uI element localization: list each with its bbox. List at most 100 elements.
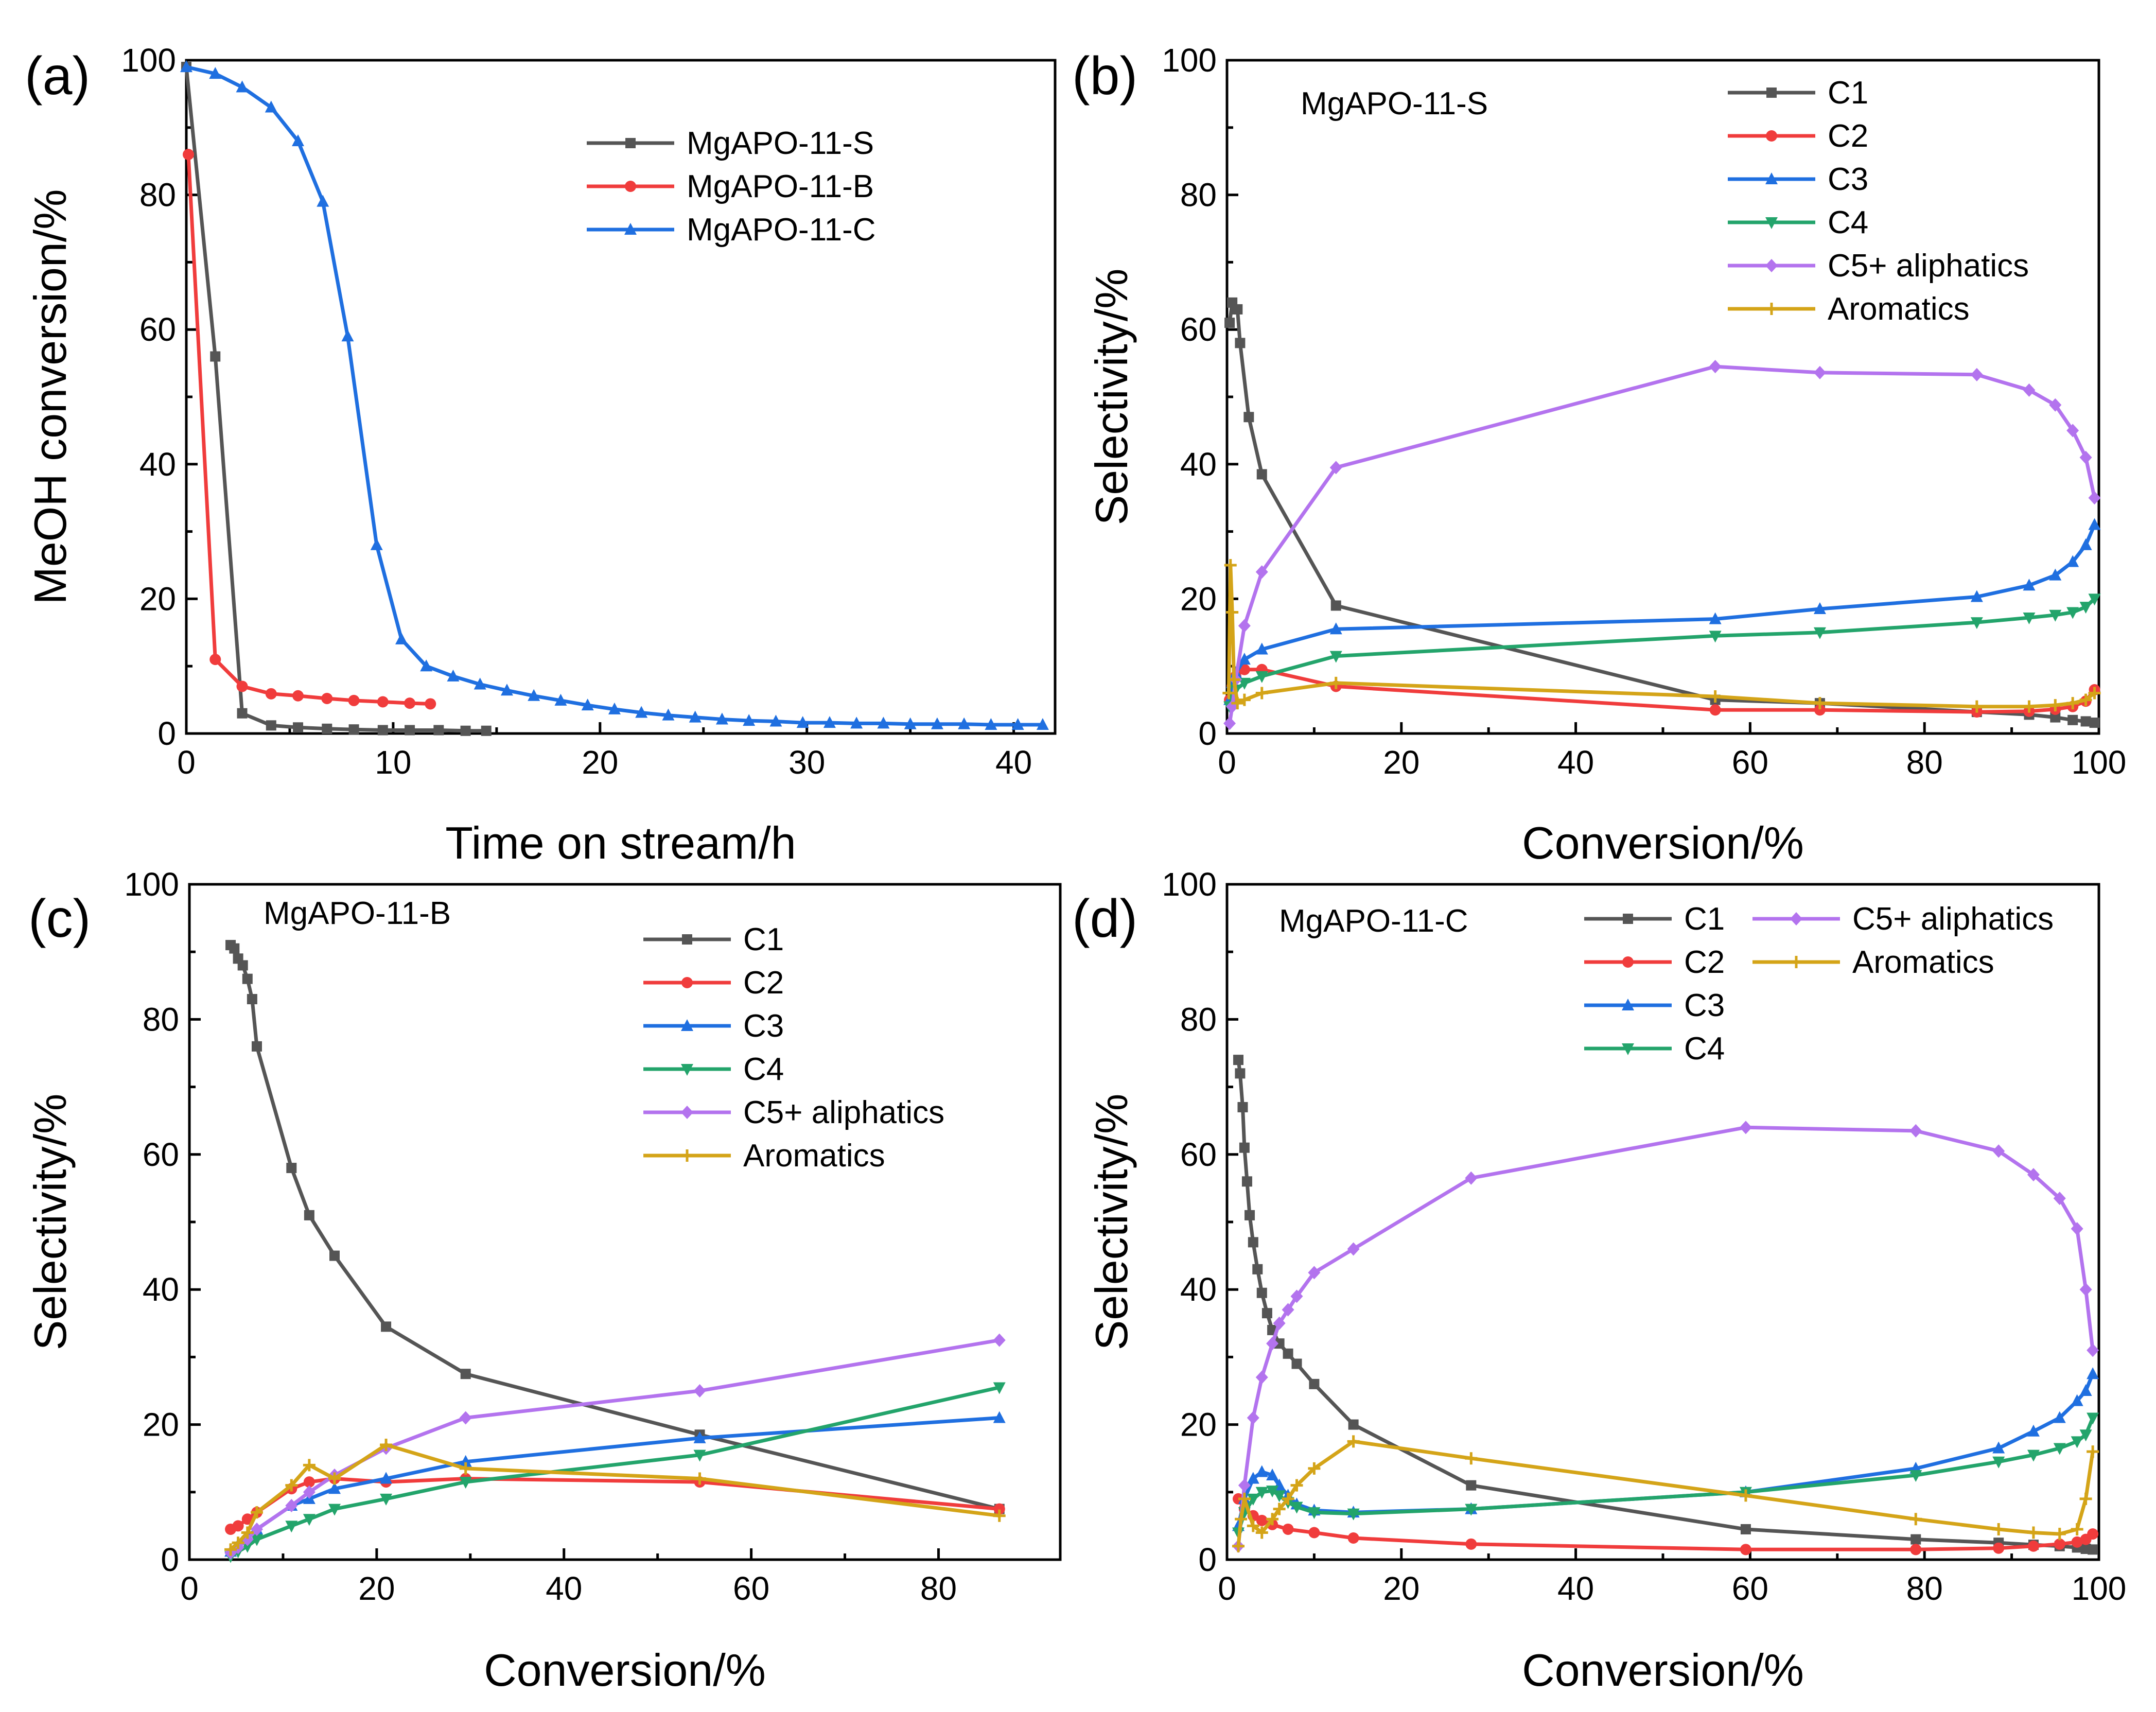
legend-marker [1765,259,1778,272]
series-c4-point [303,1514,315,1526]
series-aromatics-point [1709,690,1722,703]
x-tick-label: 20 [1383,1570,1419,1607]
series-mgapo-11-c-point [180,60,192,73]
legend-label: C3 [1828,162,1868,197]
x-tick-label: 10 [375,744,411,781]
series-mgapo-11-c-point [1011,718,1024,730]
legend-label: C1 [743,922,784,957]
series-c4-point [2071,1436,2083,1448]
legend-entry-c3: C3 [1728,162,1868,197]
legend-entry-c1: C1 [643,922,784,957]
series-aromatics-point [2071,1523,2083,1535]
series-mgapo-11-b-point [377,696,389,708]
series-c2-point [241,1513,253,1525]
series-mgapo-11-c [180,60,1049,730]
series-c4-point [1266,1486,1279,1498]
panel-b-y-axis-label: Selectivity/% [1086,269,1137,526]
legend-entry-c5-aliphatics: C5+ aliphatics [643,1095,944,1130]
x-tick-label: 20 [582,744,618,781]
series-aromatics-point [1235,1513,1248,1526]
series-mgapo-11-b-point [321,692,333,704]
series-c1-point [1252,1264,1263,1274]
series-mgapo-11-c-point [209,67,222,79]
legend-entry-c2: C2 [1584,945,1725,980]
legend-entry-mgapo-11-c: MgAPO-11-C [587,212,876,248]
series-c3-point [993,1411,1006,1423]
series-mgapo-11-c-point [850,717,863,729]
x-tick-label: 0 [1218,744,1236,781]
series-mgapo-11-s-point [481,725,492,736]
series-c4-point [328,1504,341,1516]
legend-label: Aromatics [743,1138,885,1174]
series-mgapo-11-b-point [183,149,195,161]
legend-label: C1 [1684,901,1725,937]
series-c4-point [2079,602,2092,614]
y-tick-label: 60 [1180,1136,1217,1173]
series-c2-point [1465,1538,1477,1550]
panel-a-legend: MgAPO-11-S MgAPO-11-B MgAPO-11-C [587,126,876,248]
series-c1-point [1330,600,1341,611]
legend-entry-c3: C3 [1584,988,1725,1023]
panel-d-legend: C1 C2 C3 C4 C5+ aliphatics Aromatics [1584,901,2054,1067]
legend-label: MgAPO-11-B [687,169,874,204]
series-mgapo-11-c-point [715,712,728,725]
series-c4-point [1813,627,1826,639]
series-c3-point [1247,1472,1259,1484]
series-c1-point [1256,1287,1267,1298]
legend-label: C2 [1828,118,1868,154]
series-c1-point [1256,469,1267,480]
y-tick-label: 0 [157,715,176,752]
series-c2-point [1993,1542,2005,1554]
legend-label: C5+ aliphatics [1852,901,2054,937]
legend-entry-c4: C4 [1728,205,1868,240]
series-mgapo-11-c-point [743,714,756,726]
series-c4-point [993,1382,1006,1394]
x-tick-label: 20 [358,1570,395,1607]
series-c5-aliphatics-point [693,1384,706,1397]
legend-label: Aromatics [1828,291,1970,327]
series-mgapo-11-b-point [404,697,416,709]
legend-entry-aromatics: Aromatics [643,1138,885,1174]
series-c1-point [1261,1308,1272,1319]
series-mgapo-11-c-point [500,684,513,696]
series-c5-aliphatics-point [2071,1222,2083,1236]
series-aromatics-point [1273,1503,1286,1515]
y-tick-label: 20 [1180,1406,1217,1443]
series-c2-point [2027,1540,2039,1552]
series-mgapo-11-s-point [322,723,332,734]
y-tick-label: 100 [1162,866,1217,903]
series-c3 [1232,1367,2099,1531]
legend-marker [681,1149,693,1162]
series-mgapo-11-s-point [433,725,444,736]
y-tick-label: 80 [143,1001,179,1038]
panel-c-legend: C1 C2 C3 C4 C5+ aliphatics Aromatics [643,922,944,1174]
legend-entry-c4: C4 [1584,1031,1725,1067]
series-mgapo-11-b-point [292,690,304,702]
series-aromatics-point [250,1506,263,1519]
series-c1 [225,940,1005,1514]
series-c5-aliphatics-point [1909,1124,1922,1138]
series-aromatics-point [241,1526,254,1539]
series-c3-point [2079,1384,2092,1396]
series-aromatics-point [1329,676,1342,689]
y-tick-label: 80 [1180,1001,1217,1038]
series-c5-aliphatics-point [1329,461,1342,475]
series-c5-aliphatics-point [1290,1289,1303,1303]
panel-c: (c) 0 20 40 60 80 0 20 40 60 80 100 Conversion/% Sele… [25,866,1062,1696]
series-c1-point [1466,1480,1477,1491]
legend-label: C4 [1828,205,1868,240]
series-aromatics-point [1970,700,1983,713]
y-tick-label: 0 [1198,1541,1217,1578]
series-c3-point [2049,568,2062,581]
y-tick-label: 20 [143,1406,179,1443]
series-c2-point [1282,1523,1294,1535]
series-c3-point [1329,622,1342,635]
y-tick-label: 80 [1180,177,1217,214]
series-aromatics-point [2079,693,2092,706]
series-aromatics-point [2066,697,2079,710]
series-mgapo-11-c-point [370,538,383,550]
series-c3-point [459,1455,472,1467]
series-c1-point [1274,1338,1285,1349]
series-c1-point [1235,338,1246,348]
